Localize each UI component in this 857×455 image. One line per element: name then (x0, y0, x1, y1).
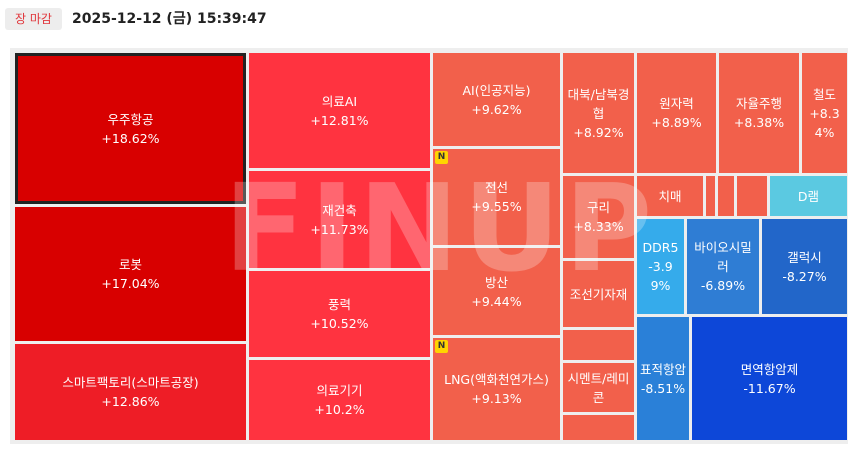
tile[interactable]: 의료AI +12.81% (249, 53, 430, 168)
tile-label: 풍력 (327, 297, 351, 312)
tile (718, 176, 734, 216)
tile[interactable]: LNG(액화천연가스) +9.13% N (433, 338, 560, 440)
tile[interactable]: 갤럭시 -8.27% (762, 219, 847, 314)
tile (563, 415, 634, 440)
tile (563, 330, 634, 360)
tile-label: AI(인공지능) (462, 82, 531, 98)
tile-label: 원자력 (659, 96, 694, 111)
tile[interactable]: 시멘트/레미콘 (563, 363, 634, 412)
tile (706, 176, 715, 216)
tile-label: 갤럭시 (787, 249, 822, 265)
tile-label: 치매 (658, 188, 682, 204)
tile-label: 로봇 (118, 257, 142, 272)
tile-change: +12.81% (310, 112, 369, 128)
treemap: 우주항공 +18.62% 로봇 +17.04% 스마트팩토리(스마트공장) +12.86%… (10, 48, 848, 444)
tile[interactable]: 바이오시밀러 -6.89% (687, 219, 759, 314)
tile[interactable]: 풍력 +10.52% (249, 271, 430, 357)
tile-change: +9.44% (471, 293, 522, 309)
tile-label: 대북/남북경협 (567, 86, 630, 121)
tile-label: 우주항공 (107, 111, 154, 127)
tile[interactable]: 자율주행 +8.38% (719, 53, 799, 173)
tile-label: 구리 (586, 200, 610, 215)
tile[interactable]: DDR5 -3.99% (637, 219, 684, 314)
tile[interactable]: 대북/남북경협 +8.92% (563, 53, 634, 173)
tile-change: +18.62% (101, 130, 160, 146)
tile[interactable]: 재건축 +11.73% (249, 171, 430, 268)
tile-change: +9.55% (471, 199, 522, 214)
tile-change: +8.33% (573, 219, 624, 234)
tile-change: +9.62% (471, 101, 522, 117)
tile-label: 자율주행 (735, 96, 782, 111)
tile-label: 면역항암제 (740, 361, 799, 377)
tile-change: -6.89% (700, 278, 746, 293)
tile-label: 재건축 (322, 202, 357, 218)
tile[interactable]: D램 (770, 176, 847, 216)
tile-change: +11.73% (310, 221, 369, 237)
tile[interactable]: 의료기기 +10.2% (249, 360, 430, 440)
tile-label: DDR5 (642, 240, 679, 255)
tile[interactable]: AI(인공지능) +9.62% (433, 53, 560, 146)
datetime: 2025-12-12 (금) 15:39:47 (72, 11, 267, 27)
tile-change: +8.89% (651, 115, 702, 130)
tile-label: 의료기기 (316, 383, 363, 398)
tile-change: +8.34% (809, 105, 840, 140)
tile (737, 176, 767, 216)
tile[interactable]: 철도 +8.34% (802, 53, 847, 173)
tile-change: +10.2% (314, 402, 365, 417)
tile-label: 스마트팩토리(스마트공장) (62, 375, 199, 390)
tile-label: 시멘트/레미콘 (567, 370, 630, 405)
tile[interactable]: 구리 +8.33% (563, 176, 634, 258)
tile-change: -8.51% (640, 380, 686, 396)
tile-label: 방산 (484, 274, 508, 290)
tile-label: 바이오시밀러 (694, 240, 752, 274)
tile-change: -8.27% (782, 268, 827, 284)
tile-label: 표적항암 (639, 361, 686, 377)
tile[interactable]: 조선기자재 (563, 261, 634, 327)
tile[interactable]: 치매 (637, 176, 703, 216)
tile-change: +8.38% (733, 115, 785, 130)
tile-label: 전선 (484, 180, 508, 195)
tile-label: LNG(액화천연가스) (444, 372, 549, 387)
tile-change: +8.92% (573, 124, 624, 140)
tile[interactable]: 전선 +9.55% N (433, 149, 560, 245)
new-badge: N (435, 151, 448, 164)
tile-change: +10.52% (310, 316, 369, 331)
tile-label: 의료AI (321, 93, 358, 109)
tile-change: +9.13% (471, 391, 522, 406)
tile[interactable]: 원자력 +8.89% (637, 53, 716, 173)
tile[interactable]: 우주항공 +18.62% (15, 53, 246, 204)
tile-change: -3.99% (648, 259, 673, 293)
status-badge: 장 마감 (5, 8, 62, 30)
new-badge: N (435, 340, 448, 353)
tile[interactable]: 로봇 +17.04% (15, 207, 246, 341)
tile-change: -11.67% (743, 380, 796, 396)
tile[interactable]: 표적항암 -8.51% (637, 317, 689, 440)
tile[interactable]: 스마트팩토리(스마트공장) +12.86% (15, 344, 246, 440)
tile-label: 조선기자재 (569, 286, 628, 302)
tile-label: 철도 (812, 86, 836, 102)
tile-change: +17.04% (101, 276, 160, 291)
tile[interactable]: 면역항암제 -11.67% (692, 317, 847, 440)
tile-change: +12.86% (101, 394, 160, 409)
tile-label: D램 (797, 188, 820, 204)
tile[interactable]: 방산 +9.44% (433, 248, 560, 335)
